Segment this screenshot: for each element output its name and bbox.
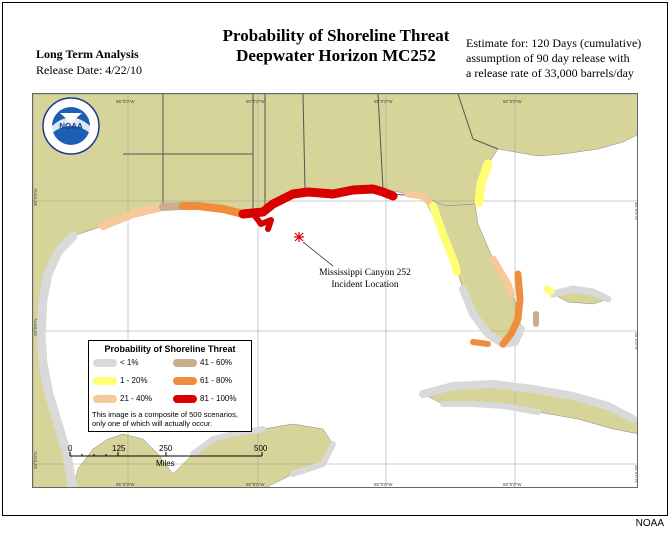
lon-label-80-bottom: 80°0'0"W — [503, 482, 522, 487]
legend-item: 21 - 40% — [93, 394, 152, 403]
incident-marker — [294, 232, 304, 242]
title-line1: Probability of Shoreline Threat — [222, 26, 450, 45]
legend-item: 1 - 20% — [93, 376, 148, 385]
lat-label-25-left: 25°0'0"N — [33, 318, 38, 336]
lat-label-20-left: 20°0'0"N — [33, 451, 38, 469]
logo-text: NOAA — [59, 122, 83, 131]
legend-label: 1 - 20% — [120, 376, 148, 385]
estimate-line2: assumption of 90 day release with — [466, 51, 630, 65]
legend-note-line1: This image is a composite of 500 scenari… — [92, 410, 238, 419]
incident-leader-line — [302, 241, 334, 267]
noaa-logo: NOAA — [42, 97, 100, 155]
analysis-info: Long Term Analysis Release Date: 4/22/10 — [36, 46, 142, 78]
legend-swatch — [173, 394, 197, 403]
estimate-line3: a release rate of 33,000 barrels/day — [466, 66, 634, 80]
incident-label: Mississippi Canyon 252 Incident Location — [318, 267, 412, 291]
scale-bar: 0 125 250 500 Miles — [66, 444, 268, 484]
incident-line1: Mississippi Canyon 252 — [319, 268, 411, 278]
legend-item: 61 - 80% — [173, 376, 232, 385]
lat-label-30-left: 30°0'0"N — [33, 188, 38, 206]
lon-label-85-top: 85°0'0"W — [374, 99, 393, 104]
lon-label-95-bottom: 95°0'0"W — [116, 482, 135, 487]
lat-label-20-right: 20°0'0"N — [634, 465, 638, 483]
scale-tick-125: 125 — [112, 444, 126, 453]
legend-label: 41 - 60% — [200, 358, 233, 367]
state-borders — [123, 94, 499, 209]
lon-label-90-top: 90°0'0"W — [246, 99, 265, 104]
title-line2: Deepwater Horizon MC252 — [236, 46, 436, 65]
analysis-type: Long Term Analysis — [36, 47, 139, 61]
legend-item: 81 - 100% — [173, 394, 236, 403]
legend-item: 41 - 60% — [173, 358, 232, 367]
legend-label: < 1% — [120, 358, 139, 367]
scale-tick-250: 250 — [159, 444, 173, 453]
lon-label-90-bottom: 90°0'0"W — [246, 482, 265, 487]
estimate-line1: Estimate for: 120 Days (cumulative) — [466, 36, 642, 50]
scale-tick-0: 0 — [68, 444, 73, 453]
lon-label-80-top: 80°0'0"W — [503, 99, 522, 104]
legend-label: 21 - 40% — [120, 394, 153, 403]
estimate-info: Estimate for: 120 Days (cumulative) assu… — [466, 36, 666, 81]
lon-label-95-top: 95°0'0"W — [116, 99, 135, 104]
credit-label: NOAA — [635, 518, 664, 529]
lat-label-30-right: 30°0'0"N — [634, 202, 638, 220]
legend-swatch — [93, 358, 117, 367]
lon-label-85-bottom: 85°0'0"W — [374, 482, 393, 487]
graticule — [33, 94, 637, 487]
shoreline-threat — [36, 159, 637, 487]
lat-label-25-right: 25°0'0"N — [634, 332, 638, 350]
legend-swatch — [173, 358, 197, 367]
legend-item: < 1% — [93, 358, 138, 367]
legend-title: Probability of Shoreline Threat — [104, 344, 236, 354]
release-date: Release Date: 4/22/10 — [36, 63, 142, 77]
scale-unit: Miles — [156, 459, 175, 468]
legend-swatch — [93, 376, 117, 385]
legend-swatch — [93, 394, 117, 403]
legend-label: 81 - 100% — [200, 394, 237, 403]
map-title: Probability of Shoreline Threat Deepwate… — [212, 26, 460, 66]
legend: Probability of Shoreline Threat < 1% 1 -… — [88, 340, 252, 432]
scale-tick-500: 500 — [254, 444, 268, 453]
legend-note: This image is a composite of 500 scenari… — [92, 410, 238, 428]
legend-swatch — [173, 376, 197, 385]
legend-label: 61 - 80% — [200, 376, 233, 385]
legend-note-line2: only one of which will actually occur. — [92, 419, 213, 428]
incident-line2: Incident Location — [331, 280, 399, 290]
